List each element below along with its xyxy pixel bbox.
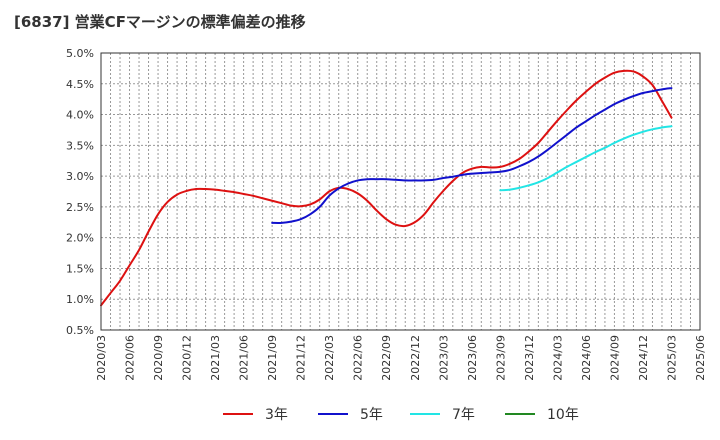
plot-frame <box>100 52 701 331</box>
x-tick-label: 2025/03 <box>665 335 678 381</box>
chart-title: [6837] 営業CFマージンの標準偏差の推移 <box>14 13 306 31</box>
x-tick-label: 2022/03 <box>323 335 336 381</box>
y-tick-label: 2.5% <box>66 201 94 214</box>
x-tick-label: 2024/09 <box>608 335 621 381</box>
x-tick-label: 2023/12 <box>523 335 536 381</box>
x-tick-label: 2022/06 <box>352 335 365 381</box>
x-tick-label: 2023/06 <box>466 335 479 381</box>
y-tick-label: 1.5% <box>66 262 94 275</box>
y-tick-label: 0.5% <box>66 324 94 337</box>
x-tick-label: 2020/09 <box>152 335 165 381</box>
x-tick-label: 2024/03 <box>551 335 564 381</box>
x-tick-label: 2022/12 <box>409 335 422 381</box>
plot-background <box>101 53 700 330</box>
y-tick-label: 2.0% <box>66 232 94 245</box>
series-line-2 <box>271 87 673 224</box>
series-lines <box>100 69 673 307</box>
x-tick-label: 2024/06 <box>580 335 593 381</box>
y-tick-label: 5.0% <box>66 47 94 60</box>
y-tick-label: 4.5% <box>66 78 94 91</box>
x-tick-label: 2020/12 <box>181 335 194 381</box>
series-line-1 <box>100 69 673 307</box>
x-tick-label: 2021/12 <box>295 335 308 381</box>
y-tick-label: 1.0% <box>66 293 94 306</box>
x-tick-label: 2020/03 <box>95 335 108 381</box>
series-line-3 <box>499 125 673 192</box>
x-tick-label: 2023/09 <box>494 335 507 381</box>
x-tick-label: 2020/06 <box>124 335 137 381</box>
axes: 0.5% 1.0% 1.5% 2.0% 2.5% 3.0% 3.5% 4.0% 4.5% 5.0%… <box>66 47 707 381</box>
legend-label-3: 7年 <box>452 407 475 423</box>
plot-area <box>101 53 700 330</box>
x-tick-label: 2023/03 <box>437 335 450 381</box>
x-tick-label: 2022/09 <box>380 335 393 381</box>
legend-label-4: 10年 <box>547 407 579 423</box>
x-tick-label: 2021/06 <box>238 335 251 381</box>
legend-label-2: 5年 <box>360 407 383 423</box>
x-tick-label: 2025/06 <box>694 335 707 381</box>
x-tick-label: 2021/09 <box>266 335 279 381</box>
y-tick-label: 4.0% <box>66 109 94 122</box>
y-tick-label: 3.0% <box>66 170 94 183</box>
legend-label-1: 3年 <box>265 407 288 423</box>
x-tick-label: 2024/12 <box>637 335 650 381</box>
y-tick-label: 3.5% <box>66 139 94 152</box>
legend: 3年 5年 7年 10年 <box>223 407 579 423</box>
x-tick-label: 2021/03 <box>209 335 222 381</box>
